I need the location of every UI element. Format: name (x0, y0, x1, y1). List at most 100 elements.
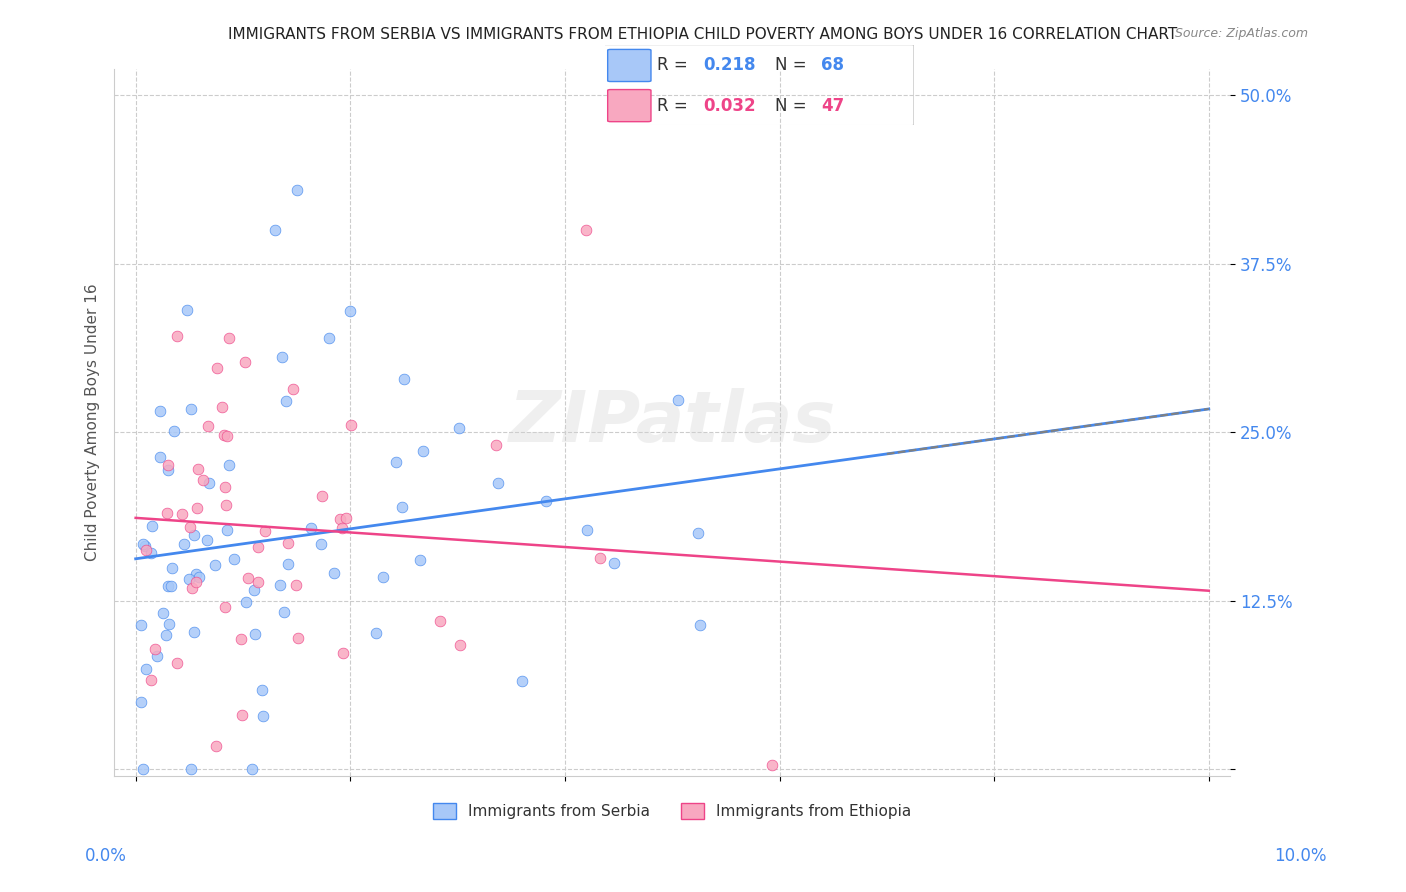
Point (245, 627, 267, 641)
Text: IMMIGRANTS FROM SERBIA VS IMMIGRANTS FROM ETHIOPIA CHILD POVERTY AMONG BOYS UNDE: IMMIGRANTS FROM SERBIA VS IMMIGRANTS FRO… (228, 27, 1178, 42)
Point (231, 632, 253, 647)
Point (329, 511, 352, 525)
Point (412, 444, 434, 458)
Point (163, 425, 186, 439)
Point (330, 520, 353, 534)
Point (589, 551, 612, 566)
Point (198, 476, 221, 491)
Point (145, 641, 167, 656)
Point (335, 511, 357, 525)
Point (449, 421, 471, 435)
Point (217, 429, 239, 443)
Point (145, 648, 167, 663)
Point (576, 524, 599, 538)
Point (243, 583, 266, 598)
Point (364, 625, 387, 640)
Point (156, 579, 179, 593)
Point (373, 570, 395, 584)
Point (253, 524, 276, 538)
Point (339, 304, 361, 318)
Point (173, 537, 195, 551)
Point (575, 223, 598, 237)
Point (429, 615, 451, 629)
Point (155, 628, 177, 642)
Point (235, 595, 257, 609)
Point (177, 572, 200, 586)
Point (212, 428, 235, 442)
Point (277, 536, 299, 550)
Point (269, 578, 291, 592)
Point (184, 566, 207, 581)
Point (385, 455, 408, 469)
Point (176, 303, 198, 318)
Point (510, 674, 533, 689)
Point (322, 566, 344, 580)
FancyBboxPatch shape (607, 49, 651, 81)
Point (157, 463, 180, 477)
Point (246, 575, 269, 590)
Point (761, 758, 783, 772)
Point (157, 458, 180, 472)
Point (233, 355, 256, 369)
Point (214, 480, 236, 494)
Point (222, 552, 245, 566)
Text: N =: N = (775, 56, 811, 74)
Point (666, 393, 689, 408)
Point (250, 682, 273, 697)
Point (183, 624, 205, 639)
Point (160, 561, 183, 575)
Text: R =: R = (657, 96, 693, 114)
Point (135, 543, 157, 558)
Y-axis label: Child Poverty Among Boys Under 16: Child Poverty Among Boys Under 16 (86, 284, 100, 561)
Text: 0.032: 0.032 (703, 96, 756, 114)
Point (193, 473, 215, 487)
Point (197, 418, 219, 433)
Point (180, 402, 202, 417)
Point (188, 569, 211, 583)
Point (129, 618, 152, 632)
Point (207, 361, 229, 376)
Point (309, 537, 332, 551)
Point (157, 616, 180, 631)
Point (183, 528, 205, 542)
Text: ZIPatlas: ZIPatlas (509, 388, 837, 457)
Point (271, 351, 294, 365)
Point (170, 507, 193, 521)
Point (277, 557, 299, 571)
Point (285, 578, 308, 592)
Text: 0.218: 0.218 (703, 56, 756, 74)
Point (187, 462, 209, 476)
Point (281, 382, 304, 396)
Point (449, 638, 471, 652)
Text: 47: 47 (821, 96, 845, 114)
Point (186, 500, 208, 515)
Point (204, 739, 226, 753)
Point (141, 673, 163, 688)
Point (166, 656, 188, 670)
Point (132, 537, 155, 551)
Point (285, 183, 308, 197)
Point (159, 579, 181, 593)
Point (686, 525, 709, 540)
Point (149, 450, 172, 464)
Point (252, 709, 274, 723)
Legend: Immigrants from Serbia, Immigrants from Ethiopia: Immigrants from Serbia, Immigrants from … (427, 797, 917, 825)
Point (195, 533, 218, 547)
Point (391, 500, 413, 514)
Point (276, 393, 298, 408)
Point (141, 518, 163, 533)
Point (287, 632, 309, 646)
Point (246, 541, 269, 555)
Point (485, 438, 508, 452)
Point (179, 519, 201, 533)
Point (152, 606, 174, 620)
Point (273, 605, 295, 619)
Text: N =: N = (775, 96, 811, 114)
Text: R =: R = (657, 56, 693, 74)
Point (218, 331, 240, 345)
Point (318, 331, 340, 345)
Point (215, 524, 238, 538)
Point (486, 476, 509, 491)
Point (166, 329, 188, 343)
Point (240, 763, 263, 777)
